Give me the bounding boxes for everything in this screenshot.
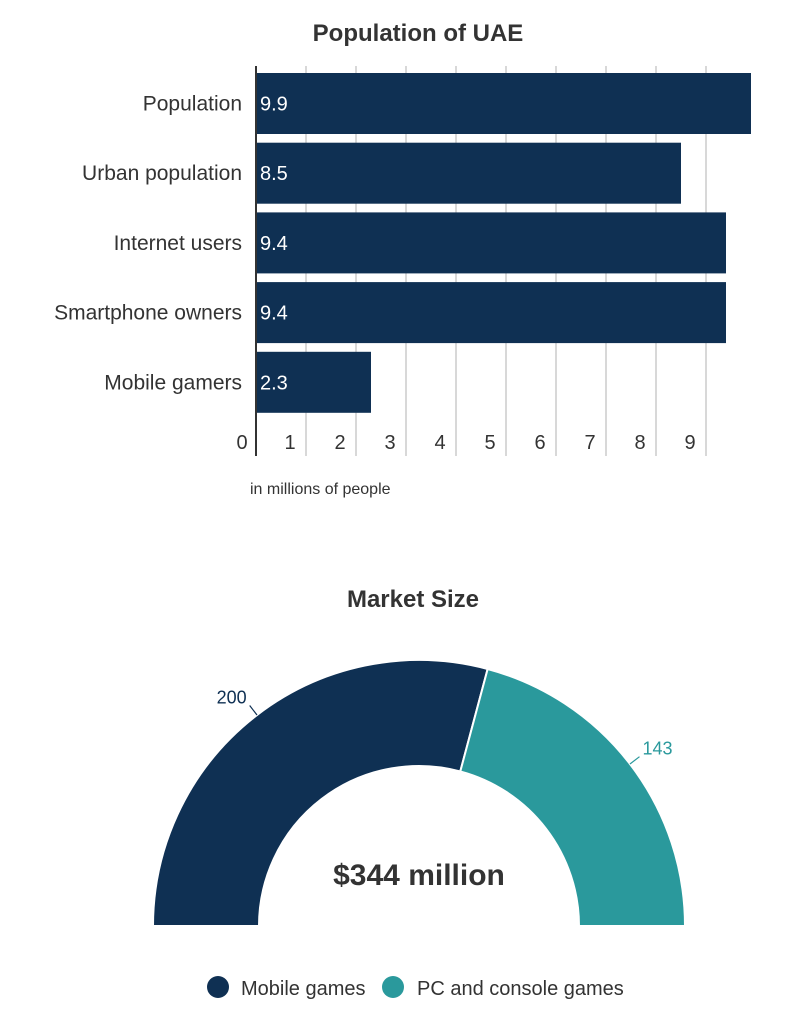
- bar-internet-users: [256, 212, 726, 274]
- bar-mobile-gamers: [256, 351, 371, 413]
- bars: Population 9.9 Urban population 8.5 Internet…: [54, 73, 751, 413]
- category-label-population: Population: [143, 93, 242, 116]
- bar-population: [256, 73, 751, 134]
- bar-value-label-urban-population: 8.5: [260, 163, 288, 185]
- leader-line-mobile-games: [249, 705, 258, 716]
- bar-chart: Population of UAE Population 9.9 Urban pop…: [54, 20, 751, 498]
- x-tick-label-2: 2: [334, 432, 345, 454]
- x-tick-label-3: 3: [384, 432, 395, 454]
- x-tick-label-1: 1: [284, 432, 295, 454]
- slice-value-label-pc-and-console-games: 143: [642, 739, 672, 759]
- legend-swatch-mobile-games: [207, 976, 229, 998]
- bar-value-label-smartphone-owners: 9.4: [260, 303, 288, 325]
- market-size-chart: Market Size 200 143 $344 million Mobile g…: [151, 586, 687, 1000]
- bar-urban-population: [256, 142, 681, 204]
- x-axis-ticks: 0 1 2 3 4 5 6 7 8 9: [236, 432, 695, 454]
- x-tick-label-7: 7: [584, 432, 595, 454]
- x-tick-label-9: 9: [684, 432, 695, 454]
- legend: Mobile games PC and console games: [207, 976, 624, 1000]
- leader-line-pc-and-console-games: [629, 756, 640, 765]
- legend-label-mobile-games: Mobile games: [241, 978, 366, 1000]
- slice-value-label-mobile-games: 200: [217, 688, 247, 708]
- slice-mobile-games: [151, 659, 489, 927]
- legend-label-pc-console-games: PC and console games: [417, 978, 624, 1000]
- x-tick-label-8: 8: [634, 432, 645, 454]
- category-label-mobile-gamers: Mobile gamers: [104, 371, 242, 394]
- legend-swatch-pc-console-games: [382, 976, 404, 998]
- category-label-internet-users: Internet users: [114, 232, 242, 255]
- units-note: in millions of people: [250, 481, 391, 498]
- x-tick-label-5: 5: [484, 432, 495, 454]
- bar-value-label-population: 9.9: [260, 94, 288, 116]
- donut-slices: 200 143: [151, 659, 687, 927]
- bar-smartphone-owners: [256, 282, 726, 344]
- center-total-label: $344 million: [333, 859, 505, 892]
- bar-value-label-internet-users: 9.4: [260, 233, 288, 255]
- category-label-urban-population: Urban population: [82, 162, 242, 185]
- donut-chart-title: Market Size: [347, 586, 479, 613]
- category-label-smartphone-owners: Smartphone owners: [54, 302, 242, 325]
- x-tick-label-0: 0: [236, 432, 247, 454]
- x-tick-label-4: 4: [434, 432, 445, 454]
- bar-value-label-mobile-gamers: 2.3: [260, 372, 288, 394]
- slice-pc-and-console-games: [459, 667, 687, 927]
- x-tick-label-6: 6: [534, 432, 545, 454]
- bar-chart-title: Population of UAE: [313, 20, 524, 47]
